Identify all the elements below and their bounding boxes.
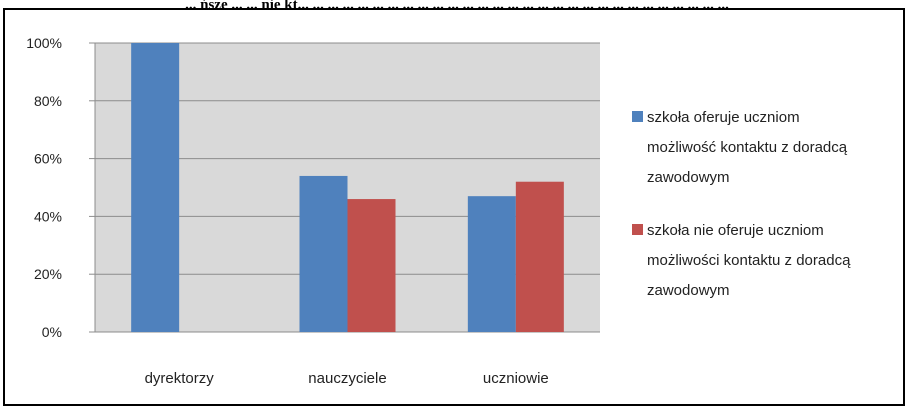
legend-label: możliwości kontaktu z doradcą [647, 252, 851, 269]
legend-label: szkoła nie oferuje uczniom [647, 222, 824, 239]
bar [515, 181, 564, 332]
bar [299, 175, 348, 332]
y-tick-label: 80% [34, 93, 62, 109]
x-category-label: uczniowie [483, 370, 549, 387]
bar [131, 43, 180, 332]
y-tick-label: 40% [34, 208, 62, 224]
bar [347, 199, 396, 332]
x-category-label: dyrektorzy [145, 370, 215, 387]
legend-swatch [632, 111, 643, 122]
legend-swatch [632, 224, 643, 235]
bar [467, 196, 516, 332]
y-tick-label: 100% [26, 35, 62, 51]
y-tick-label: 20% [34, 266, 62, 282]
y-tick-label: 60% [34, 151, 62, 167]
legend-label: zawodowym [647, 169, 730, 186]
y-tick-label: 0% [42, 324, 62, 340]
legend-label: możliwość kontaktu z doradcą [647, 139, 848, 156]
legend-label: zawodowym [647, 282, 730, 299]
legend-label: szkoła oferuje uczniom [647, 109, 800, 126]
x-category-label: nauczyciele [308, 370, 386, 387]
